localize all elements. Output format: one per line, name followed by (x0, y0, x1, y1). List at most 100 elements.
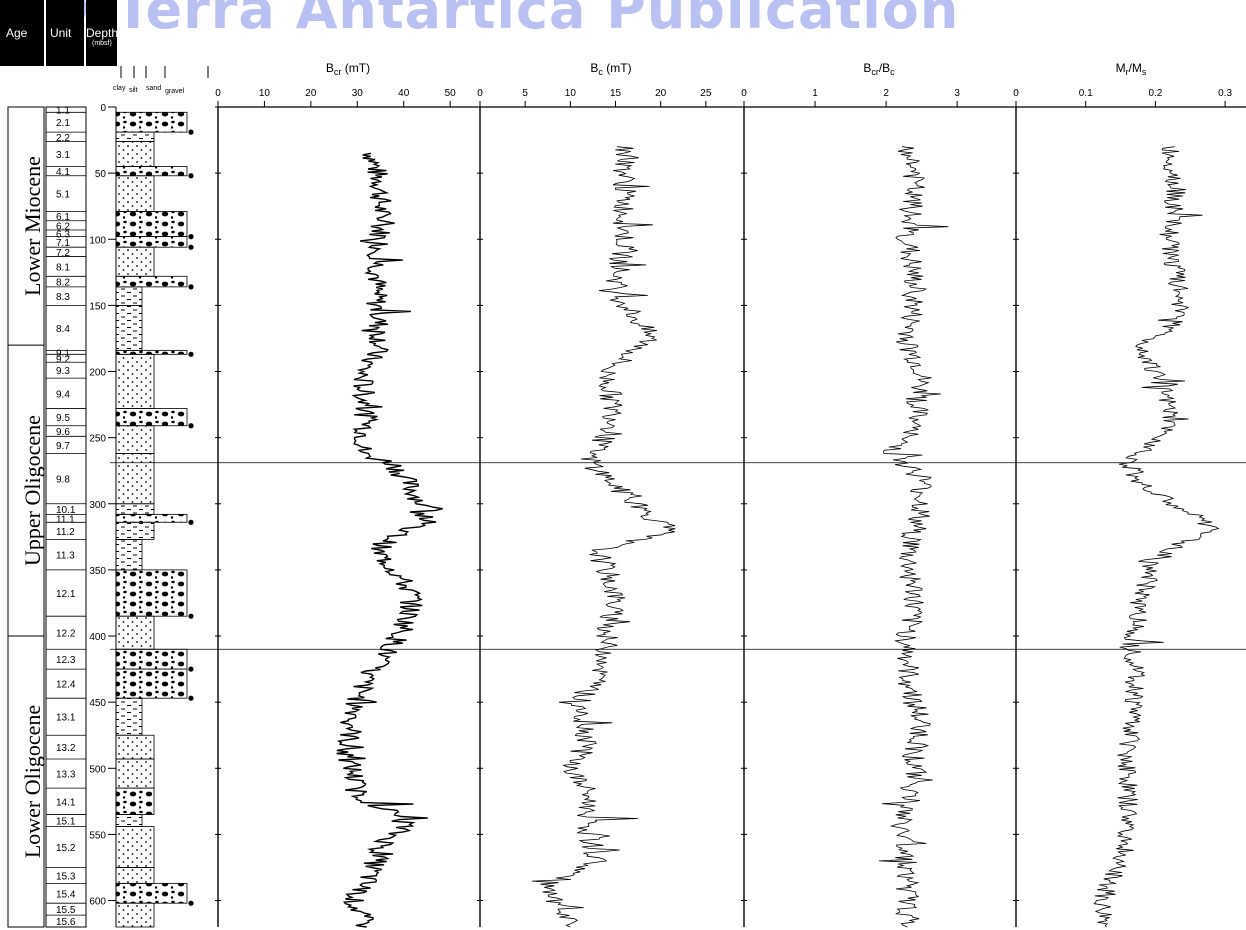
unit-label: 2.2 (56, 133, 70, 144)
bed-marker (188, 900, 194, 906)
data-series-line (1093, 146, 1220, 928)
lithology-bed (115, 349, 188, 355)
unit-label: 15.2 (56, 843, 76, 854)
x-tick-label: 2 (883, 88, 889, 99)
grain-label-clay: clay (113, 85, 126, 92)
lithology-bed (115, 787, 155, 815)
bed-marker (188, 129, 194, 135)
unit-label: 9.3 (56, 366, 70, 377)
x-tick-label: 20 (655, 88, 667, 99)
lithology-bed (115, 734, 155, 760)
depth-tick-label: 400 (89, 632, 106, 643)
bed-marker (188, 666, 194, 672)
x-tick-label: 3 (954, 88, 960, 99)
unit-label: 11.1 (56, 514, 75, 525)
unit-label: 9.6 (56, 427, 70, 438)
unit-label: 12.2 (56, 629, 76, 640)
age-label: Upper Oligocene (20, 415, 45, 566)
unit-label: 11.3 (56, 551, 75, 562)
lithology-bed (115, 111, 188, 133)
unit-label: 15.5 (56, 905, 76, 916)
lithology-bed (115, 615, 155, 650)
x-tick-label: 0.1 (1079, 88, 1093, 99)
unit-label: 9.2 (56, 354, 70, 365)
unit-label: 15.6 (56, 917, 76, 928)
panel-title: Mr/Ms (1116, 61, 1147, 77)
unit-label: 15.3 (56, 871, 76, 882)
lithology-bed (115, 758, 155, 789)
unit-label: 7.2 (56, 248, 70, 259)
x-tick-label: 0.2 (1148, 88, 1162, 99)
title-sub: c (598, 67, 603, 77)
x-tick-label: 15 (610, 88, 622, 99)
title-part: /B (879, 61, 890, 75)
lithology-bed (115, 140, 155, 167)
x-tick-label: 50 (445, 88, 457, 99)
unit-label: 12.3 (56, 655, 76, 666)
x-tick-label: 10 (259, 88, 271, 99)
unit-label: 3.1 (56, 150, 70, 161)
grain-label-silt: silt (129, 87, 138, 94)
depth-tick-label: 600 (89, 897, 106, 908)
data-series-line (878, 146, 949, 928)
header-age: Age (0, 0, 44, 66)
bed-marker (188, 234, 194, 240)
depth-tick-label: 150 (89, 301, 106, 312)
bed-marker (188, 351, 194, 357)
unit-label: 9.7 (56, 441, 70, 452)
lithology-bed (115, 408, 188, 427)
lithology-bed (115, 211, 188, 238)
depth-tick-label: 200 (89, 368, 106, 379)
lithology-bed (115, 826, 155, 868)
bed-marker (188, 613, 194, 619)
lithology-bed (115, 353, 155, 409)
lithology-bed (115, 453, 155, 505)
lithology-bed (115, 668, 188, 699)
unit-label: 10.1 (56, 505, 76, 516)
lithology-bed (115, 539, 143, 571)
depth-tick-label: 300 (89, 500, 106, 511)
title-part: B (326, 61, 334, 75)
x-tick-label: 5 (522, 88, 528, 99)
unit-label: 9.8 (56, 475, 70, 486)
grain-label-gravel: gravel (165, 88, 185, 95)
unit-label: 9.1 (56, 348, 70, 359)
lithology-bed (115, 246, 155, 277)
unit-label: 4.1 (56, 167, 70, 178)
lithology-bed (115, 286, 143, 306)
unit-label: 12.1 (56, 589, 76, 600)
unit-label: 11.2 (56, 527, 75, 538)
lithology-bed (115, 521, 155, 540)
depth-tick-label: 550 (89, 830, 106, 841)
data-series-line (531, 146, 676, 928)
age-label: Lower Miocene (20, 156, 45, 296)
lithology-bed (115, 648, 188, 670)
x-tick-label: 0 (741, 88, 747, 99)
bed-marker (188, 423, 194, 429)
unit-label: 6.1 (56, 212, 70, 223)
bed-marker (188, 284, 194, 290)
x-tick-label: 1 (812, 88, 818, 99)
depth-tick-label: 350 (89, 566, 106, 577)
age-label: Lower Oligocene (20, 705, 45, 858)
unit-label: 9.4 (56, 389, 70, 400)
x-tick-label: 30 (352, 88, 364, 99)
unit-label: 8.2 (56, 278, 70, 289)
x-tick-label: 25 (700, 88, 712, 99)
lithology-bed (115, 503, 155, 515)
header-unit: Unit (46, 0, 84, 66)
x-tick-label: 0 (215, 88, 221, 99)
title-part: B (590, 61, 598, 75)
title-part: (mT) (341, 61, 370, 75)
depth-tick-label: 450 (89, 698, 106, 709)
x-tick-label: 40 (398, 88, 410, 99)
title-sub: cr (871, 67, 879, 77)
panel-title: Bcr (mT) (326, 61, 370, 77)
lithology-bed (115, 131, 155, 142)
lithology-bed (115, 275, 188, 288)
lithology-bed (115, 882, 188, 904)
depth-tick-label: 100 (89, 235, 106, 246)
lithology-bed (115, 814, 143, 827)
unit-label: 2.1 (56, 118, 70, 129)
